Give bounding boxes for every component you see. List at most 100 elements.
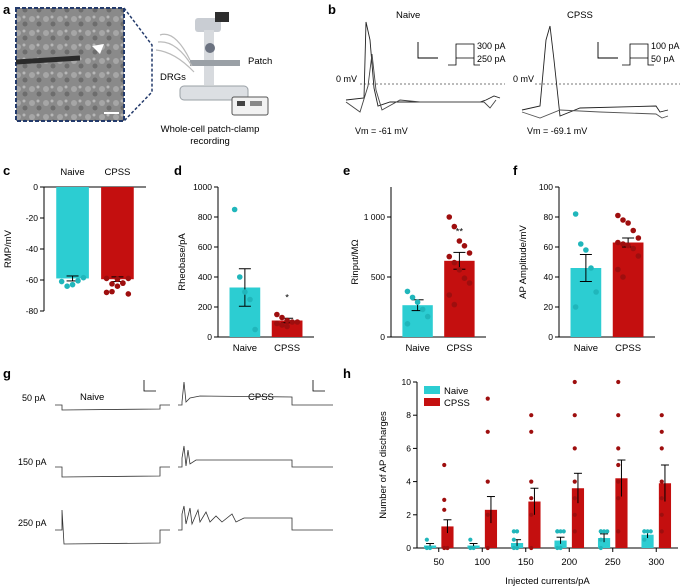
d-y-tick-label: 200 bbox=[198, 302, 212, 312]
c-data-point bbox=[109, 288, 115, 295]
g-cpss-trace-150 bbox=[178, 445, 333, 468]
c-y-tick-label: 0 bbox=[33, 182, 38, 192]
e-y-tick-label: 1 000 bbox=[364, 212, 386, 222]
f-data-point bbox=[620, 274, 626, 280]
h-x-tick-label: 300 bbox=[648, 557, 664, 568]
b-naive-trace-2 bbox=[345, 53, 497, 113]
h-data-point bbox=[572, 413, 577, 418]
c-data-point bbox=[114, 283, 121, 290]
caption-line2: recording bbox=[190, 136, 230, 147]
b-naive-step-hi: 300 pA bbox=[477, 41, 506, 51]
f-data-point bbox=[620, 241, 626, 247]
h-data-point bbox=[605, 529, 610, 534]
b-naive-scale-bar bbox=[417, 42, 438, 59]
c-x-tick-label: Naive bbox=[60, 167, 84, 178]
b-naive-trace-1 bbox=[345, 21, 501, 107]
e-data-point bbox=[456, 238, 463, 244]
h-data-point bbox=[616, 529, 621, 534]
h-x-label: Injected currents/pA bbox=[505, 576, 590, 587]
c-data-point bbox=[114, 276, 121, 283]
f-data-point bbox=[635, 235, 642, 241]
ap-amplitude-chart: 0 20 40 60 80 100 AP Amplitude/mV Naive CPSS bbox=[518, 182, 655, 354]
h-legend-swatch-naive bbox=[424, 386, 440, 394]
h-data-point bbox=[561, 529, 566, 534]
h-x-tick-label: 250 bbox=[605, 557, 621, 568]
panel-g: Naive CPSS 50 pA 150 pA 250 pA bbox=[18, 380, 333, 545]
d-data-point bbox=[284, 323, 290, 330]
h-data-point bbox=[598, 545, 603, 551]
h-data-point bbox=[468, 537, 473, 542]
h-data-point bbox=[529, 496, 534, 501]
panel-label-a: a bbox=[3, 2, 11, 17]
e-data-point bbox=[446, 253, 453, 260]
b-cpss-zero-label: 0 mV bbox=[513, 74, 534, 84]
h-data-point bbox=[529, 545, 534, 551]
h-data-point bbox=[659, 429, 664, 434]
f-y-tick-label: 60 bbox=[544, 242, 554, 252]
h-data-point bbox=[468, 545, 473, 551]
panel-label-h: h bbox=[343, 366, 351, 381]
h-data-point bbox=[514, 529, 520, 534]
d-data-point bbox=[242, 289, 248, 295]
h-y-label: Number of AP discharges bbox=[378, 411, 389, 519]
panel-label-g: g bbox=[3, 366, 11, 381]
micrograph bbox=[15, 7, 125, 122]
h-data-point bbox=[485, 545, 490, 551]
h-x-tick-label: 200 bbox=[561, 557, 577, 568]
e-data-point bbox=[419, 306, 426, 313]
g-naive-trace-50 bbox=[55, 404, 170, 411]
h-data-point bbox=[616, 462, 621, 468]
panel-b: Naive CPSS 0 mV 0 mV 300 pA 250 pA 100 p… bbox=[336, 10, 680, 136]
d-y-tick-label: 400 bbox=[198, 272, 212, 282]
e-data-point bbox=[424, 313, 431, 320]
d-data-point bbox=[284, 317, 290, 324]
b-naive-step-icon bbox=[448, 43, 480, 66]
e-data-point bbox=[404, 288, 411, 295]
h-data-point bbox=[659, 446, 664, 451]
panel-a: DRGs Patch Whole-cell patch-clamp record… bbox=[15, 7, 272, 147]
f-data-point bbox=[630, 245, 637, 252]
f-data-point bbox=[572, 304, 579, 310]
e-data-point bbox=[456, 267, 463, 273]
h-data-point bbox=[572, 512, 577, 517]
e-bar-cpss bbox=[444, 260, 475, 337]
f-y-tick-label: 20 bbox=[544, 302, 554, 312]
f-data-point bbox=[625, 220, 631, 226]
h-data-point bbox=[659, 512, 664, 517]
h-data-point bbox=[442, 545, 447, 551]
rinput-chart: 0 500 1 000 Rinput/MΩ Naive CPSS ** bbox=[350, 187, 486, 354]
panel-label-c: c bbox=[3, 163, 10, 178]
drgs-label: DRGs bbox=[160, 72, 186, 83]
e-data-point bbox=[466, 250, 473, 256]
h-y-tick-label: 4 bbox=[406, 477, 411, 487]
h-data-point bbox=[616, 479, 621, 484]
h-data-point bbox=[558, 545, 563, 551]
e-data-point bbox=[404, 321, 411, 327]
pipette bbox=[15, 55, 81, 65]
b-cpss-step-hi: 100 pA bbox=[651, 41, 680, 51]
h-data-point bbox=[598, 529, 603, 534]
g-naive-trace-150 bbox=[55, 466, 170, 478]
g-cpss-scale-bar bbox=[312, 380, 325, 392]
e-significance: ** bbox=[456, 226, 464, 237]
c-data-point bbox=[120, 280, 126, 286]
f-data-point bbox=[593, 289, 599, 295]
h-data-point bbox=[529, 413, 534, 418]
d-x-tick-label: CPSS bbox=[274, 343, 300, 354]
h-data-point bbox=[572, 529, 577, 534]
panel-label-b: b bbox=[328, 2, 336, 17]
h-data-point bbox=[442, 497, 447, 502]
e-data-point bbox=[451, 223, 458, 230]
f-data-point bbox=[572, 211, 579, 217]
rheobase-chart: 0 200 400 600 800 1000 Rheobase/pA Naive CPSS * bbox=[177, 182, 314, 354]
d-y-label: Rheobase/pA bbox=[177, 233, 188, 291]
h-data-point bbox=[659, 496, 664, 501]
h-y-tick-label: 10 bbox=[402, 377, 412, 387]
d-data-point bbox=[294, 319, 301, 325]
e-x-tick-label: CPSS bbox=[446, 343, 472, 354]
b-cpss-vm: Vm = -69.1 mV bbox=[527, 126, 587, 136]
h-data-point bbox=[642, 537, 647, 542]
h-data-point bbox=[485, 396, 490, 401]
h-data-point bbox=[445, 545, 450, 551]
